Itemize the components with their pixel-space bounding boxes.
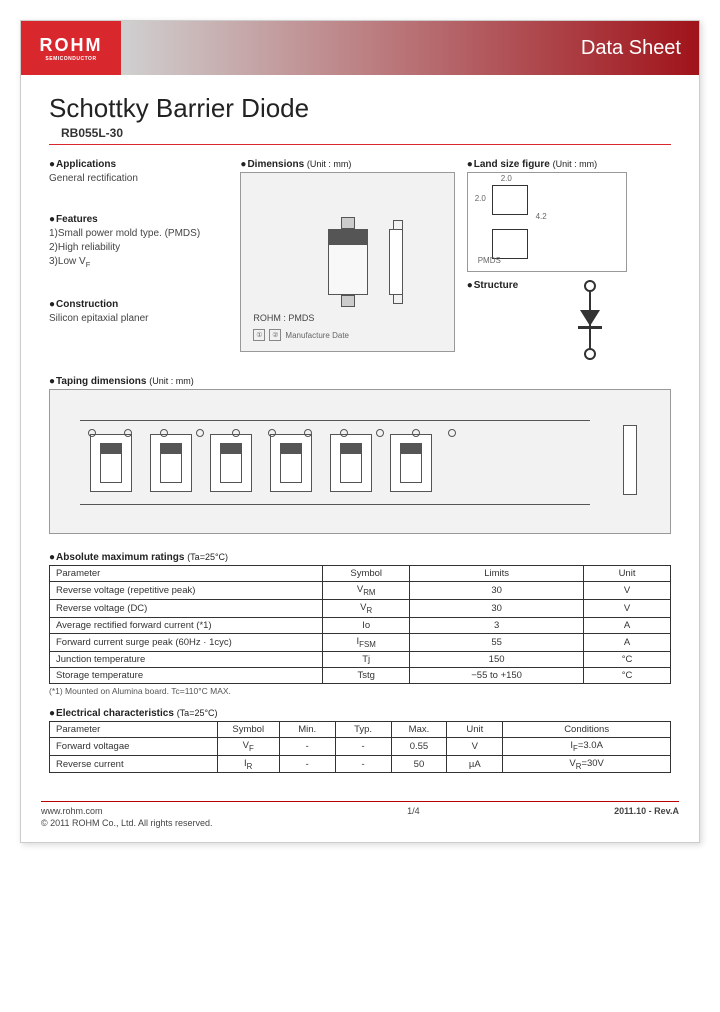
land-diagram: 2.0 2.0 4.2 PMDS	[467, 172, 627, 272]
elec-table: ParameterSymbolMin.Typ.Max.UnitCondition…	[49, 721, 671, 774]
feature-item: 2)High reliability	[49, 241, 228, 255]
footer-rev: 2011.10 - Rev.A	[614, 806, 679, 829]
applications-body: General rectification	[49, 172, 228, 186]
footer-url: www.rohm.com	[41, 806, 213, 818]
brand-name: ROHM	[40, 35, 103, 56]
tape-strip	[80, 420, 590, 505]
page-title: Schottky Barrier Diode	[49, 93, 671, 124]
brand-sub: SEMICONDUCTOR	[45, 56, 96, 62]
brand-logo: ROHM SEMICONDUCTOR	[21, 21, 121, 75]
content: Schottky Barrier Diode RB055L-30 Applica…	[21, 75, 699, 781]
top-columns: Applications General rectification Featu…	[49, 159, 671, 360]
reel-side	[605, 425, 655, 500]
footer-left: www.rohm.com © 2011 ROHM Co., Ltd. All r…	[41, 806, 213, 829]
tables: Absolute maximum ratings (Ta=25°C) Param…	[49, 552, 671, 773]
structure-title: Structure	[467, 280, 519, 291]
features-title: Features	[49, 214, 228, 225]
construction-body: Silicon epitaxial planer	[49, 312, 228, 326]
diode-symbol	[570, 280, 610, 360]
land-title: Land size figure (Unit : mm)	[467, 159, 671, 170]
part-number: RB055L-30	[61, 126, 671, 140]
taping-section: Taping dimensions (Unit : mm)	[49, 376, 671, 534]
taping-title: Taping dimensions (Unit : mm)	[49, 376, 671, 387]
package-drawing	[323, 217, 373, 307]
rohm-pmds-label: ROHM : PMDS	[253, 313, 314, 323]
elec-title: Electrical characteristics (Ta=25°C)	[49, 708, 671, 719]
doc-label: Data Sheet	[581, 37, 681, 60]
taping-diagram	[49, 389, 671, 534]
footer-page: 1/4	[407, 806, 420, 829]
construction-title: Construction	[49, 299, 228, 310]
col-right: Land size figure (Unit : mm) 2.0 2.0 4.2…	[467, 159, 671, 360]
land-pmds: PMDS	[478, 256, 501, 265]
header-banner: ROHM SEMICONDUCTOR Data Sheet	[21, 21, 699, 75]
page: ROHM SEMICONDUCTOR Data Sheet Schottky B…	[20, 20, 700, 843]
title-rule	[49, 144, 671, 145]
dimensions-title: Dimensions (Unit : mm)	[240, 159, 454, 170]
applications-title: Applications	[49, 159, 228, 170]
col-left: Applications General rectification Featu…	[49, 159, 228, 360]
land-pad: 2.0 2.0	[492, 185, 528, 215]
mfg-date-label: ①② Manufacture Date	[253, 329, 349, 341]
land-pad: 4.2	[492, 229, 528, 259]
dimensions-diagram: ROHM : PMDS ①② Manufacture Date	[240, 172, 454, 352]
absmax-title: Absolute maximum ratings (Ta=25°C)	[49, 552, 671, 563]
features-body: 1)Small power mold type. (PMDS) 2)High r…	[49, 227, 228, 271]
banner: Data Sheet	[121, 21, 699, 75]
structure-block: Structure	[467, 280, 671, 360]
footer: www.rohm.com © 2011 ROHM Co., Ltd. All r…	[41, 801, 679, 829]
col-mid: Dimensions (Unit : mm) ROHM : PMDS ①② Ma…	[240, 159, 454, 360]
absmax-footnote: (*1) Mounted on Alumina board. Tc=110°C …	[49, 686, 671, 696]
feature-item: 1)Small power mold type. (PMDS)	[49, 227, 228, 241]
absmax-table: ParameterSymbolLimitsUnit Reverse voltag…	[49, 565, 671, 684]
feature-item: 3)Low VF	[49, 255, 228, 271]
footer-copyright: © 2011 ROHM Co., Ltd. All rights reserve…	[41, 818, 213, 830]
